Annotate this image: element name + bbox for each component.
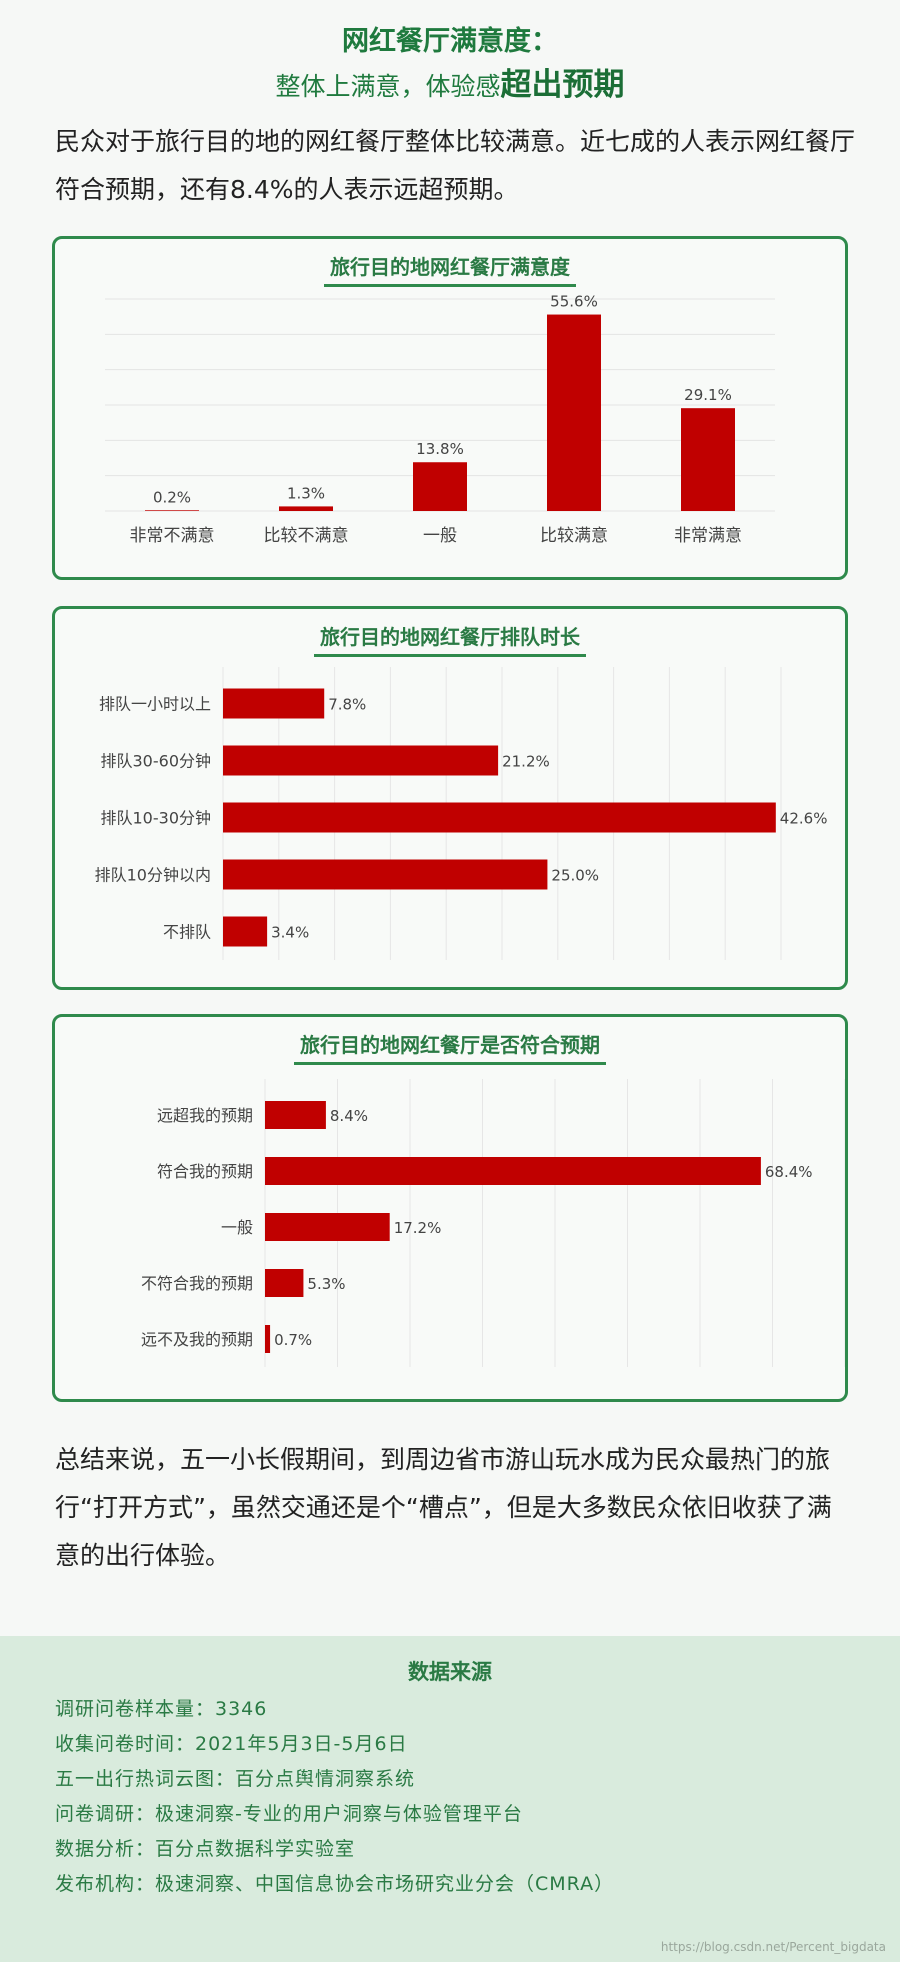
data-label: 21.2% (502, 753, 550, 771)
source-lines: 调研问卷样本量：3346 收集问卷时间：2021年5月3日-5月6日 五一出行热… (55, 1692, 614, 1902)
category-label: 比较不满意 (264, 526, 349, 546)
data-label: 42.6% (780, 810, 828, 828)
header: 网红餐厅满意度： 整体上满意，体验感超出预期 (0, 22, 900, 110)
source-title: 数据来源 (408, 1660, 492, 1684)
chart-title: 旅行目的地网红餐厅满意度 (55, 251, 845, 287)
queue-chart-card: 旅行目的地网红餐厅排队时长 7.8% 排队一小时以上 21.2% 排队30-60分钟 4… (52, 606, 848, 990)
satisfaction-chart: 0.2% 非常不满意 1.3% 比较不满意 13.8% 一般 55.6% 比较满意 29.1% 非… (105, 293, 775, 546)
data-label: 0.7% (274, 1331, 312, 1349)
page-title: 网红餐厅满意度： (342, 26, 558, 57)
data-source-section: 数据来源 调研问卷样本量：3346 收集问卷时间：2021年5月3日-5月6日 … (0, 1636, 900, 1962)
data-label: 13.8% (416, 440, 464, 458)
data-label: 17.2% (394, 1219, 442, 1237)
subtitle-emphasis: 超出预期 (500, 67, 625, 103)
data-label: 1.3% (287, 484, 325, 502)
bar (413, 462, 467, 511)
chart-title-text: 旅行目的地网红餐厅排队时长 (314, 621, 586, 657)
category-label: 不排队 (163, 923, 211, 942)
category-label: 远超我的预期 (157, 1106, 253, 1125)
summary-paragraph: 总结来说，五一小长假期间，到周边省市游山玩水成为民众最热门的旅行“打开方式”，虽… (55, 1445, 832, 1570)
category-label: 远不及我的预期 (141, 1330, 253, 1349)
expectation-chart: 8.4% 远超我的预期 68.4% 符合我的预期 17.2% 一般 5.3% 不符合我的预期 0… (141, 1079, 845, 1367)
category-label: 排队30-60分钟 (101, 752, 212, 771)
source-line: 发布机构：极速洞察、中国信息协会市场研究业分会（CMRA） (55, 1873, 615, 1895)
source-line: 问卷调研：极速洞察-专业的用户洞察与体验管理平台 (55, 1803, 523, 1825)
category-label: 排队10分钟以内 (95, 866, 211, 885)
bar (223, 859, 548, 890)
source-line: 调研问卷样本量：3346 (55, 1698, 268, 1720)
category-label: 排队一小时以上 (99, 695, 211, 714)
source-line: 收集问卷时间：2021年5月3日-5月6日 (55, 1733, 408, 1755)
bar (547, 314, 601, 511)
bar (265, 1213, 390, 1241)
category-label: 排队10-30分钟 (101, 809, 212, 828)
bar (223, 916, 268, 947)
expectation-chart-card: 旅行目的地网红餐厅是否符合预期 8.4% 远超我的预期 68.4% 符合我的预期 17.… (52, 1014, 848, 1402)
chart-title-text: 旅行目的地网红餐厅是否符合预期 (294, 1029, 606, 1065)
chart-title: 旅行目的地网红餐厅是否符合预期 (55, 1029, 845, 1065)
category-label: 非常不满意 (130, 526, 215, 546)
bar (223, 745, 499, 776)
bar (145, 510, 199, 511)
data-label: 7.8% (328, 696, 366, 714)
data-label: 25.0% (551, 867, 599, 885)
bar (223, 802, 776, 833)
intro-paragraph: 民众对于旅行目的地的网红餐厅整体比较满意。近七成的人表示网红餐厅符合预期，还有8… (55, 127, 856, 204)
data-label: 3.4% (271, 924, 309, 942)
bar (265, 1325, 271, 1353)
chart-title: 旅行目的地网红餐厅排队时长 (55, 621, 845, 657)
category-label: 一般 (423, 526, 457, 546)
bar (681, 408, 735, 511)
bar (265, 1269, 304, 1297)
category-label: 一般 (221, 1218, 253, 1237)
data-label: 5.3% (307, 1275, 345, 1293)
satisfaction-chart-card: 旅行目的地网红餐厅满意度 0.2% 非常不满意 1.3% 比较不满意 13.8% 一般 55… (52, 236, 848, 580)
data-label: 29.1% (684, 386, 732, 404)
category-label: 符合我的预期 (157, 1162, 253, 1181)
source-line: 数据分析：百分点数据科学实验室 (55, 1838, 356, 1860)
source-line: 五一出行热词云图：百分点舆情洞察系统 (55, 1768, 416, 1790)
category-label: 比较满意 (540, 526, 608, 546)
watermark: https://blog.csdn.net/Percent_bigdata (660, 1940, 886, 1954)
bar (223, 688, 325, 719)
bar (279, 506, 333, 511)
page-subtitle: 整体上满意，体验感超出预期 (0, 62, 900, 110)
bar (265, 1157, 761, 1185)
data-label: 8.4% (330, 1107, 368, 1125)
chart-title-text: 旅行目的地网红餐厅满意度 (324, 251, 576, 287)
data-label: 55.6% (550, 293, 598, 311)
data-label: 0.2% (153, 488, 191, 506)
category-label: 不符合我的预期 (141, 1274, 253, 1293)
category-label: 非常满意 (674, 526, 742, 546)
subtitle-prefix: 整体上满意，体验感 (275, 72, 501, 101)
data-label: 68.4% (765, 1163, 813, 1181)
queue-chart: 7.8% 排队一小时以上 21.2% 排队30-60分钟 42.6% 排队10-30分钟 2… (95, 667, 828, 960)
bar (265, 1101, 326, 1129)
